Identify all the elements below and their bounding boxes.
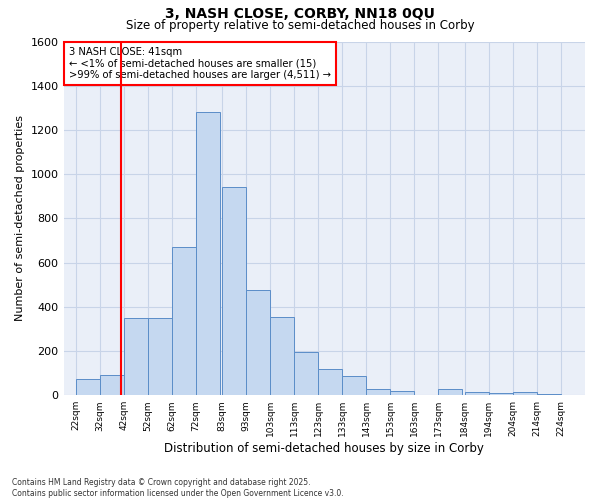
Bar	[465, 392, 489, 395]
Bar	[172, 247, 196, 395]
Bar	[294, 352, 318, 395]
Bar	[439, 388, 463, 395]
Bar	[100, 376, 124, 395]
Bar	[513, 392, 537, 395]
Bar	[196, 112, 220, 395]
Bar	[222, 188, 246, 395]
Text: 3, NASH CLOSE, CORBY, NN18 0QU: 3, NASH CLOSE, CORBY, NN18 0QU	[165, 8, 435, 22]
Bar	[391, 391, 415, 395]
Text: 3 NASH CLOSE: 41sqm
← <1% of semi-detached houses are smaller (15)
>99% of semi-: 3 NASH CLOSE: 41sqm ← <1% of semi-detach…	[69, 47, 331, 80]
Text: Contains HM Land Registry data © Crown copyright and database right 2025.
Contai: Contains HM Land Registry data © Crown c…	[12, 478, 344, 498]
Text: Size of property relative to semi-detached houses in Corby: Size of property relative to semi-detach…	[125, 19, 475, 32]
Bar	[537, 394, 561, 395]
Y-axis label: Number of semi-detached properties: Number of semi-detached properties	[15, 116, 25, 322]
Bar	[318, 368, 342, 395]
X-axis label: Distribution of semi-detached houses by size in Corby: Distribution of semi-detached houses by …	[164, 442, 484, 455]
Bar	[124, 318, 148, 395]
Bar	[489, 393, 513, 395]
Bar	[246, 290, 270, 395]
Bar	[270, 316, 294, 395]
Bar	[76, 378, 100, 395]
Bar	[342, 376, 367, 395]
Bar	[367, 388, 391, 395]
Bar	[148, 318, 172, 395]
